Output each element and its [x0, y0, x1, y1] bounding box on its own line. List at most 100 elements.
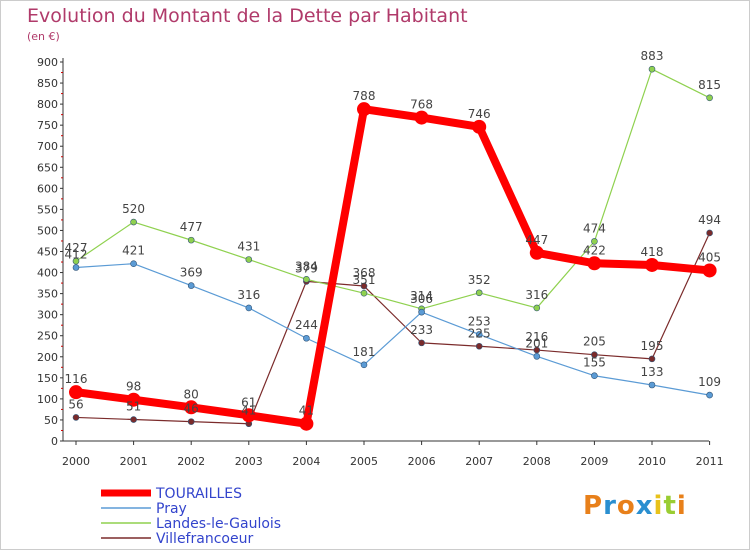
data-label: 61 — [241, 395, 256, 409]
data-point — [472, 119, 487, 134]
data-point — [533, 304, 541, 312]
data-label: 746 — [468, 107, 491, 121]
data-label: 520 — [122, 202, 145, 216]
data-point — [126, 392, 141, 407]
data-label: 109 — [698, 375, 721, 389]
y-tick-label: 900 — [37, 56, 58, 69]
data-label: 379 — [295, 261, 318, 275]
data-label: 418 — [641, 245, 664, 259]
data-point — [702, 263, 717, 278]
y-tick-label: 850 — [37, 77, 58, 90]
data-label: 422 — [583, 243, 606, 257]
data-label: 494 — [698, 213, 721, 227]
logo-letter: t — [663, 491, 677, 521]
y-tick-label: 600 — [37, 182, 58, 195]
data-label: 216 — [525, 330, 548, 344]
proxiti-logo: Proxiti — [583, 491, 687, 521]
data-point — [299, 416, 314, 431]
data-point — [245, 256, 253, 263]
data-point — [69, 385, 83, 400]
x-tick-label: 2006 — [408, 455, 436, 468]
data-point — [645, 257, 659, 272]
data-label: 201 — [525, 336, 548, 350]
x-tick-label: 2009 — [580, 455, 608, 468]
data-label: 351 — [353, 273, 376, 287]
y-tick-label: 350 — [37, 288, 58, 301]
y-tick-label: 250 — [37, 330, 58, 343]
data-point — [303, 275, 310, 283]
data-label: 368 — [353, 266, 376, 280]
data-label: 41 — [299, 404, 314, 418]
data-label: 431 — [237, 240, 260, 254]
series-line-landes-le-gaulois — [75, 68, 711, 310]
data-label: 815 — [698, 78, 721, 92]
x-tick-label: 2001 — [120, 455, 148, 468]
data-point — [303, 334, 310, 342]
data-label: 768 — [410, 98, 433, 112]
data-label: 80 — [184, 387, 199, 401]
data-point — [591, 351, 598, 358]
data-label: 427 — [65, 241, 88, 255]
data-point — [130, 416, 137, 423]
data-label: 316 — [237, 288, 260, 302]
series-line-villefrancoeur — [75, 232, 711, 425]
x-tick-label: 2010 — [638, 455, 666, 468]
data-label: 412 — [65, 248, 88, 262]
y-tick-label: 700 — [37, 140, 58, 153]
data-point — [591, 372, 598, 380]
data-point — [587, 256, 602, 271]
logo-letter: i — [676, 491, 687, 521]
data-point — [245, 304, 253, 312]
data-label: 352 — [468, 273, 491, 287]
data-label: 233 — [410, 323, 433, 337]
chart-unit: (en €) — [27, 30, 60, 43]
data-point — [187, 236, 195, 244]
data-label: 56 — [68, 397, 83, 411]
y-tick-label: 0 — [51, 435, 58, 448]
y-tick-label: 450 — [37, 246, 58, 259]
data-label: 306 — [410, 292, 433, 306]
data-label: 51 — [126, 400, 141, 414]
data-point — [648, 381, 656, 389]
data-label: 205 — [583, 335, 606, 349]
data-label: 98 — [126, 380, 141, 394]
data-label: 195 — [641, 339, 664, 353]
chart-title: Evolution du Montant de la Dette par Hab… — [27, 5, 468, 27]
y-tick-label: 800 — [37, 98, 58, 111]
series-line-pray — [75, 263, 711, 396]
data-point — [187, 282, 195, 289]
data-point — [475, 331, 483, 338]
data-label: 46 — [184, 402, 199, 416]
x-tick-label: 2002 — [177, 455, 205, 468]
data-label: 253 — [468, 314, 491, 328]
data-point — [418, 339, 425, 347]
logo-letter: x — [635, 491, 654, 521]
data-point — [706, 229, 713, 237]
data-label: 421 — [122, 244, 145, 258]
y-tick-label: 200 — [37, 351, 58, 364]
logo-letter: r — [603, 491, 617, 521]
data-point — [591, 238, 598, 245]
logo-letter: P — [583, 491, 604, 521]
x-tick-label: 2003 — [235, 455, 263, 468]
data-point — [529, 245, 544, 260]
legend-label: TOURAILLES — [155, 486, 242, 502]
data-label: 225 — [468, 326, 491, 340]
data-point — [648, 65, 656, 73]
data-label: 41 — [241, 404, 256, 418]
data-point — [360, 361, 368, 369]
data-point — [72, 257, 80, 265]
data-point — [475, 342, 483, 350]
data-label: 405 — [698, 250, 721, 264]
data-point — [130, 260, 137, 268]
y-tick-label: 50 — [44, 414, 58, 427]
data-point — [706, 94, 713, 102]
data-label: 316 — [525, 288, 548, 302]
y-tick-label: 550 — [37, 203, 58, 216]
data-point — [357, 102, 371, 117]
data-point — [648, 355, 656, 363]
data-point — [706, 391, 713, 399]
data-label: 244 — [295, 318, 318, 332]
